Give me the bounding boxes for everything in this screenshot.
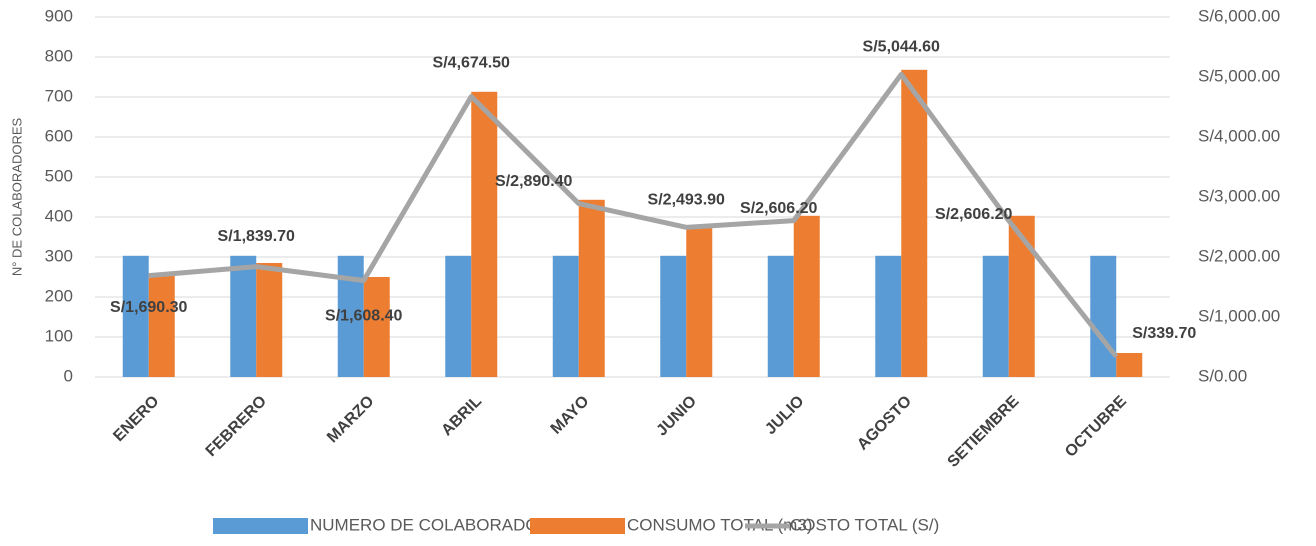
- bar: [578, 199, 605, 377]
- legend-swatch: [213, 518, 308, 534]
- y-tick-label: 0: [64, 366, 73, 385]
- data-label: S/5,044.60: [863, 39, 941, 56]
- bar: [793, 215, 820, 377]
- bar: [552, 255, 579, 377]
- data-label: S/2,493.90: [648, 192, 726, 209]
- x-tick-label: AGOSTO: [854, 393, 915, 454]
- y2-tick-label: S/2,000.00: [1198, 246, 1280, 265]
- x-tick-label: MARZO: [324, 393, 378, 447]
- y-tick-label: 500: [45, 166, 73, 185]
- bar: [982, 255, 1009, 377]
- bar: [686, 225, 713, 377]
- x-tick-label: JUNIO: [653, 393, 700, 440]
- data-label: S/4,674.50: [433, 55, 511, 72]
- x-tick-label: ABRIL: [438, 393, 485, 440]
- x-tick-label: MAYO: [548, 393, 593, 438]
- data-label: S/1,839.70: [218, 228, 296, 245]
- legend-label: CONSUMO TOTAL (m3): [627, 515, 812, 534]
- line: [148, 71, 1119, 359]
- data-label: S/2,606.20: [935, 206, 1013, 223]
- bar: [660, 255, 687, 377]
- y-tick-label: 600: [45, 126, 73, 145]
- y2-tick-label: S/0.00: [1198, 366, 1247, 385]
- bar: [445, 255, 472, 377]
- legend-label: COSTO TOTAL (S/): [790, 515, 939, 534]
- x-tick-label: JULIO: [762, 393, 807, 438]
- bar: [230, 255, 257, 377]
- y2-tick-label: S/4,000.00: [1198, 126, 1280, 145]
- bar: [875, 255, 902, 377]
- y-tick-label: 200: [45, 286, 73, 305]
- y-tick-label: 800: [45, 46, 73, 65]
- data-label: S/1,690.30: [110, 299, 188, 316]
- legend-swatch: [530, 518, 625, 534]
- x-tick-label: SETIEMBRE: [945, 393, 1023, 471]
- y-tick-label: 300: [45, 246, 73, 265]
- bar: [148, 273, 175, 377]
- y2-tick-label: S/3,000.00: [1198, 186, 1280, 205]
- y2-tick-label: S/1,000.00: [1198, 306, 1280, 325]
- bar: [1116, 353, 1143, 377]
- bar: [122, 255, 149, 377]
- bar: [901, 69, 928, 378]
- y-tick-label: 900: [45, 6, 73, 25]
- y-tick-label: 100: [45, 326, 73, 345]
- data-label: S/2,606.20: [740, 200, 818, 217]
- legend-label: NUMERO DE COLABORADORES: [310, 515, 574, 534]
- y-axis-title: N° DE COLABORADORES: [9, 118, 24, 277]
- bar: [256, 263, 283, 377]
- bar: [363, 277, 390, 377]
- bar: [1090, 255, 1117, 377]
- bar: [471, 91, 498, 378]
- y-tick-label: 400: [45, 206, 73, 225]
- y-tick-label: 700: [45, 86, 73, 105]
- x-tick-label: ENERO: [110, 393, 162, 445]
- y2-tick-label: S/6,000.00: [1198, 6, 1280, 25]
- data-label: S/339.70: [1132, 325, 1196, 342]
- data-label: S/1,608.40: [325, 308, 403, 325]
- data-label: S/2,890.40: [495, 173, 573, 190]
- bar: [1008, 215, 1035, 377]
- y2-tick-label: S/5,000.00: [1198, 66, 1280, 85]
- x-tick-label: FEBRERO: [203, 393, 270, 460]
- bar: [767, 255, 794, 377]
- x-tick-label: OCTUBRE: [1062, 393, 1130, 461]
